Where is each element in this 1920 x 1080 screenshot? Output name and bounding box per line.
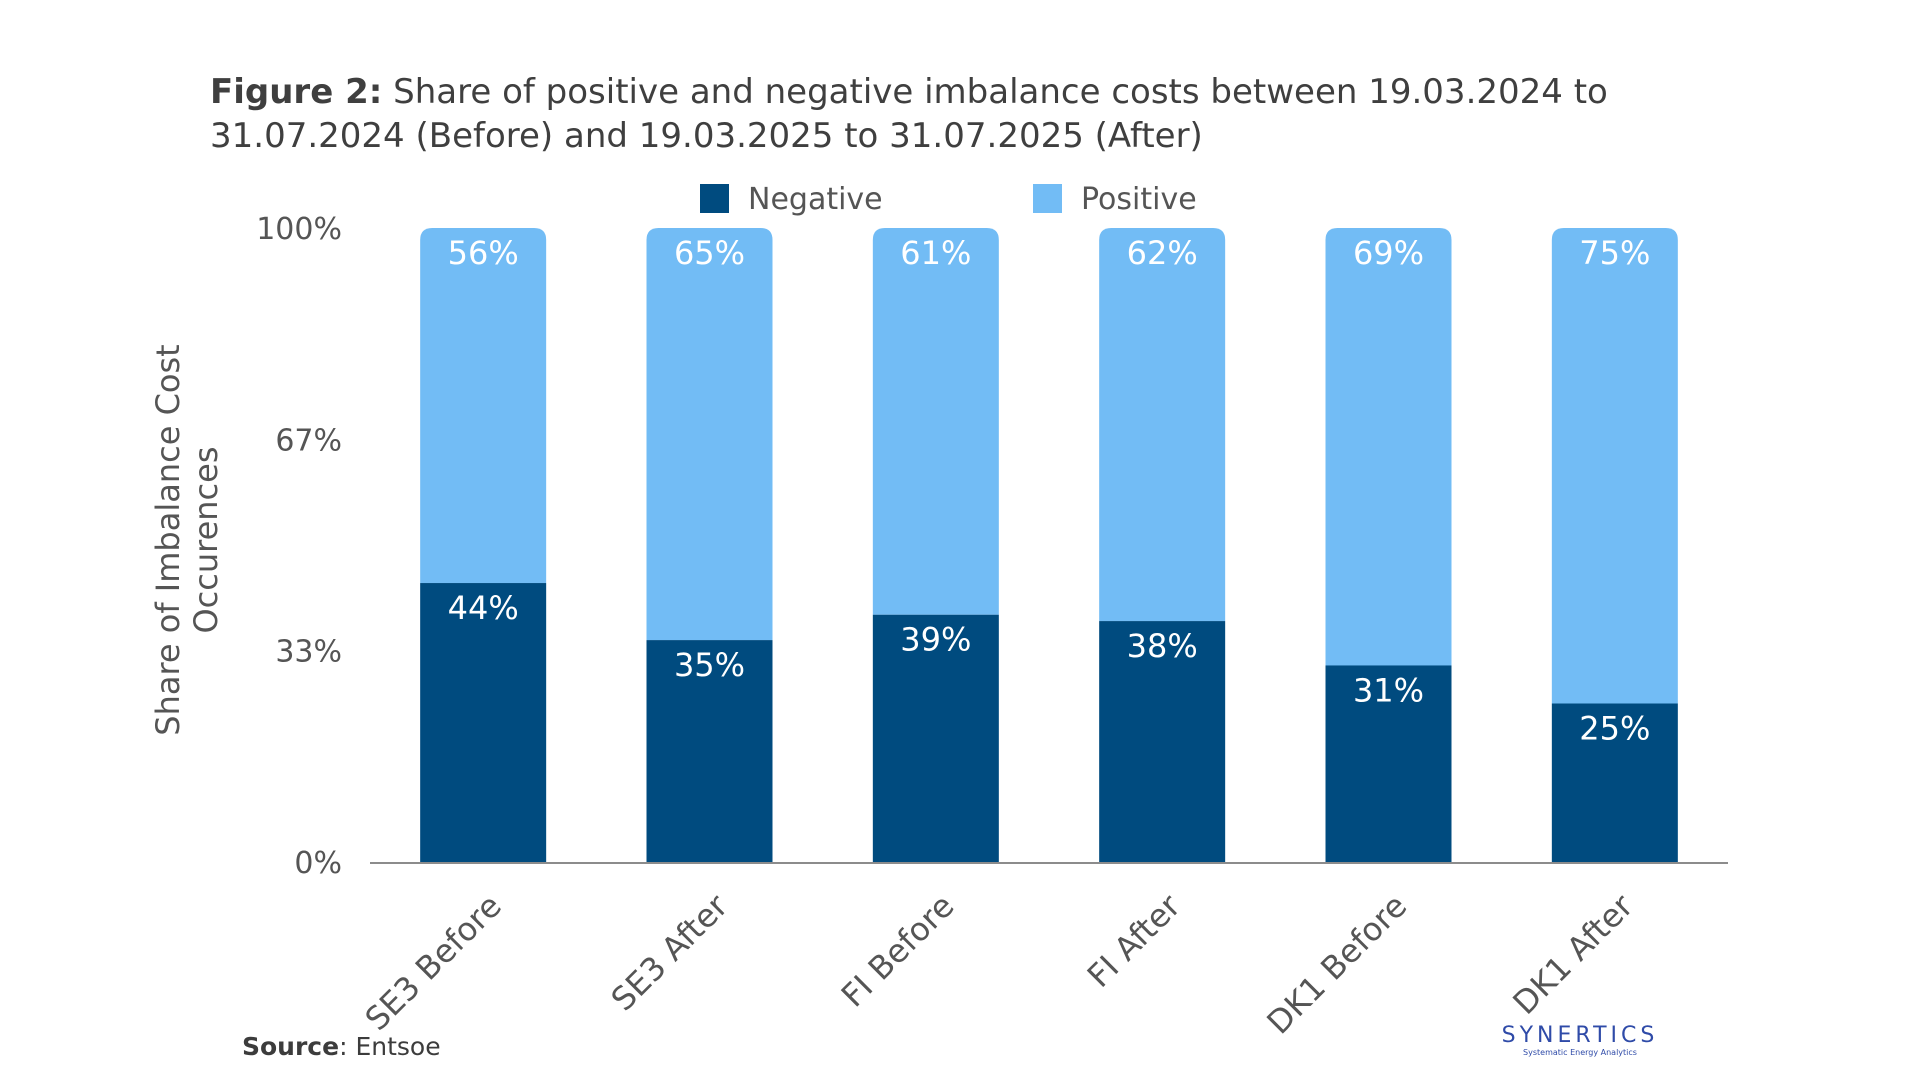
x-tick-label: DK1 Before bbox=[1259, 887, 1414, 1042]
legend-swatch-negative bbox=[700, 184, 729, 213]
x-tick-label: FI After bbox=[1080, 886, 1189, 995]
data-label-positive: 56% bbox=[448, 234, 519, 272]
y-tick-label: 100% bbox=[256, 212, 342, 247]
data-label-negative: 31% bbox=[1353, 671, 1424, 709]
y-tick-label: 67% bbox=[275, 423, 342, 458]
y-axis-ticks: 0% 33% 67% 100% bbox=[256, 212, 342, 881]
synertics-logo: SYNERTICS Systematic Energy Analytics bbox=[1480, 1024, 1680, 1058]
y-axis-label: Share of Imbalance CostOccurences bbox=[149, 344, 225, 735]
y-tick-label: 0% bbox=[294, 846, 342, 881]
x-tick-label: SE3 Before bbox=[358, 887, 509, 1038]
bar-negative bbox=[872, 614, 999, 862]
bar-negative bbox=[1325, 665, 1452, 862]
bar-positive bbox=[646, 228, 773, 641]
logo-tagline: Systematic Energy Analytics bbox=[1523, 1048, 1637, 1057]
bars: 56% 44% 65% 35% 61% 39% 62% 38% 69% 31% 75% 25% bbox=[420, 228, 1678, 862]
legend-label-positive: Positive bbox=[1081, 182, 1197, 217]
bar-positive bbox=[420, 228, 547, 584]
source-note: Source: Entsoe bbox=[242, 1032, 441, 1061]
legend: Negative Positive bbox=[700, 182, 1197, 217]
data-label-positive: 69% bbox=[1353, 234, 1424, 272]
y-axis-label-line: Share of Imbalance Cost bbox=[149, 344, 187, 735]
logo-name: SYNERTICS bbox=[1501, 1023, 1659, 1048]
bar-negative bbox=[1099, 621, 1226, 862]
bar-positive bbox=[1099, 228, 1226, 622]
chart-title: Figure 2: Share of positive and negative… bbox=[210, 70, 1710, 158]
data-label-positive: 65% bbox=[674, 234, 745, 272]
data-label-negative: 44% bbox=[448, 589, 519, 627]
x-tick-label: FI Before bbox=[834, 887, 962, 1015]
y-tick-label: 33% bbox=[275, 635, 342, 670]
data-label-positive: 61% bbox=[900, 234, 971, 272]
x-axis-ticks: SE3 Before SE3 After FI Before FI After DK1 … bbox=[358, 886, 1641, 1041]
data-label-negative: 39% bbox=[900, 621, 971, 659]
data-label-positive: 62% bbox=[1127, 234, 1198, 272]
bar-positive bbox=[1551, 228, 1678, 704]
legend-swatch-positive bbox=[1033, 184, 1062, 213]
x-tick-label: DK1 After bbox=[1505, 886, 1641, 1022]
legend-label-negative: Negative bbox=[748, 182, 883, 217]
bar-positive bbox=[872, 228, 999, 615]
y-axis-label-line: Occurences bbox=[187, 446, 225, 633]
chart-title-text: Share of positive and negative imbalance… bbox=[210, 72, 1608, 156]
bar-negative bbox=[646, 640, 773, 862]
chart-title-lead: Figure 2: bbox=[210, 72, 383, 112]
bar-negative bbox=[420, 583, 547, 862]
data-label-negative: 38% bbox=[1127, 627, 1198, 665]
bar-positive bbox=[1325, 228, 1452, 666]
x-tick-label: SE3 After bbox=[604, 886, 736, 1018]
data-label-positive: 75% bbox=[1579, 234, 1650, 272]
data-label-negative: 35% bbox=[674, 646, 745, 684]
data-label-negative: 25% bbox=[1579, 710, 1650, 748]
bar-negative bbox=[1551, 703, 1678, 862]
source-text: : Entsoe bbox=[339, 1032, 441, 1061]
source-label: Source bbox=[242, 1032, 340, 1061]
